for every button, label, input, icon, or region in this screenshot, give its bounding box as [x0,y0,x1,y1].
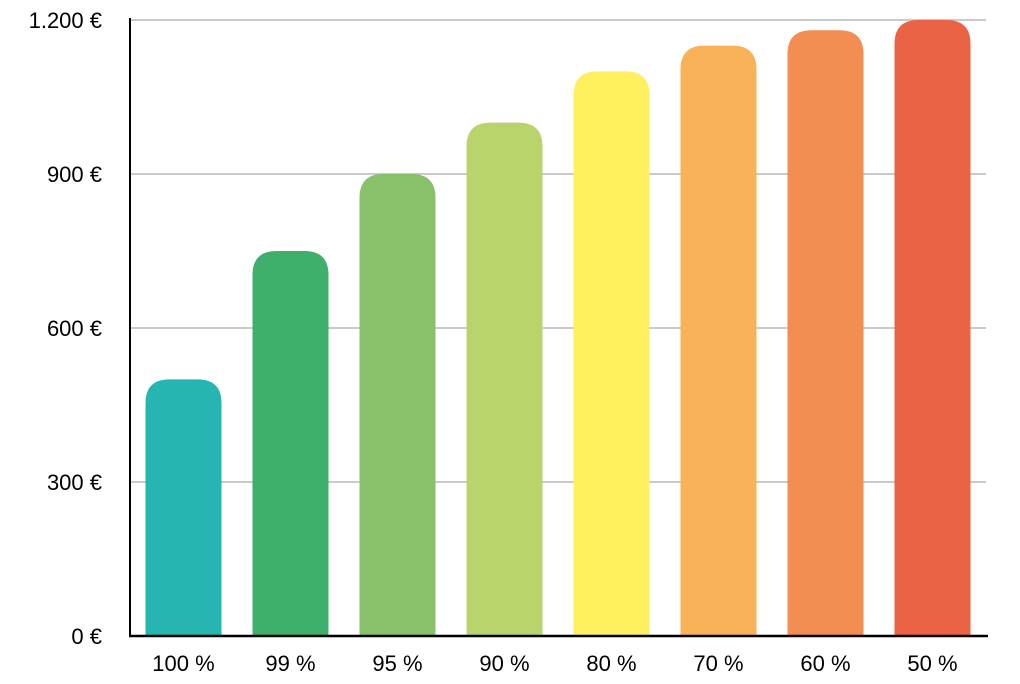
x-tick-label: 95 % [372,651,422,676]
bar [252,251,329,636]
bar [573,71,650,637]
x-tick-label: 60 % [800,651,850,676]
y-tick-labels: 0 € 300 € 600 € 900 € 1.200 € [29,8,102,649]
x-tick-labels: 100 % 99 % 95 % 90 % 80 % 70 % 60 % 50 % [152,651,957,676]
x-tick-label: 100 % [152,651,214,676]
x-tick-label: 99 % [265,651,315,676]
bars [145,20,971,637]
bar [894,20,971,636]
bar [680,45,757,636]
axes [129,18,988,638]
y-tick-label: 0 € [71,624,102,649]
bar [787,30,864,637]
x-tick-label: 90 % [479,651,529,676]
y-tick-label: 600 € [47,316,102,341]
bar [145,379,222,636]
bar [466,122,543,636]
y-tick-label: 300 € [47,470,102,495]
x-tick-label: 80 % [586,651,636,676]
x-tick-label: 50 % [907,651,957,676]
x-tick-label: 70 % [693,651,743,676]
bar [359,174,436,636]
y-tick-label: 900 € [47,162,102,187]
y-tick-label: 1.200 € [29,8,102,33]
